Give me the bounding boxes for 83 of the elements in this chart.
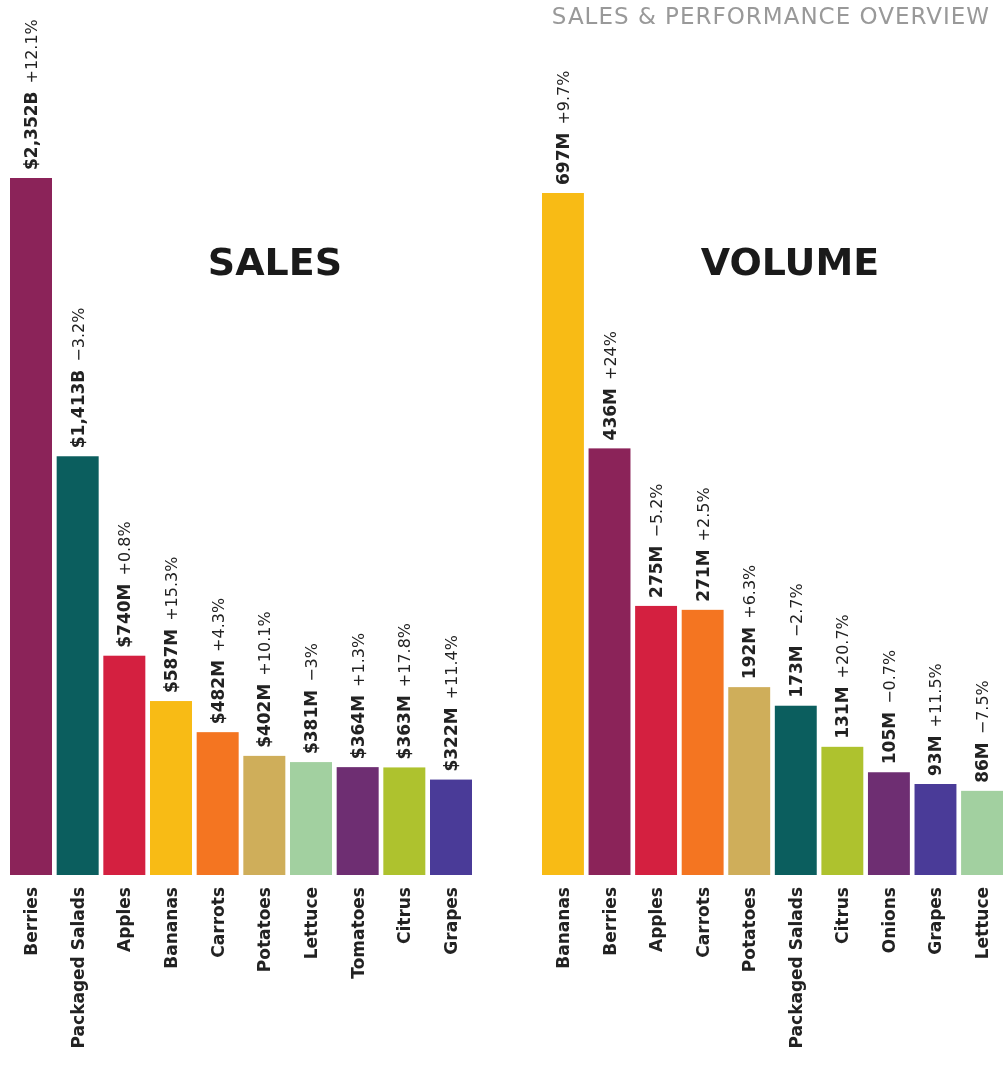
data-label: $322M	[441, 707, 461, 772]
x-tick-label: Tomatoes	[347, 887, 368, 979]
annotation: +0.8%	[115, 521, 135, 576]
bar	[867, 772, 910, 875]
bar	[290, 762, 332, 875]
data-label: 105M	[878, 711, 899, 765]
bar	[103, 655, 146, 875]
bar	[681, 609, 724, 875]
x-tick-label: Bananas	[161, 887, 181, 969]
x-tick-label: Citrus	[832, 887, 853, 945]
data-label: 697M	[552, 132, 573, 185]
data-label: 173M	[785, 645, 806, 698]
annotation: −3%	[302, 643, 321, 682]
annotation: +15.3%	[162, 556, 181, 621]
bar	[728, 687, 771, 875]
x-tick-label: Apples	[114, 887, 135, 952]
annotation: +1.3%	[348, 632, 368, 687]
x-tick-label: Packaged Salads	[67, 887, 88, 1049]
x-tick-label: Lettuce	[301, 887, 321, 960]
x-tick-label: Packaged Salads	[785, 887, 806, 1049]
bar	[383, 767, 426, 875]
bar	[10, 178, 52, 875]
annotation: −5.2%	[647, 483, 667, 538]
annotation: −3.2%	[68, 307, 88, 362]
data-label: $587M	[161, 628, 181, 694]
annotation: +2.5%	[693, 487, 713, 542]
data-label: 86M	[972, 742, 993, 783]
data-label: 131M	[832, 686, 853, 739]
annotation: −7.5%	[973, 680, 993, 735]
bar	[430, 779, 472, 875]
bar	[588, 448, 631, 875]
x-tick-label: Carrots	[207, 887, 228, 958]
data-label: 275M	[646, 545, 667, 598]
data-label: 192M	[739, 626, 760, 680]
x-tick-label: Apples	[646, 887, 667, 952]
annotation: +17.8%	[395, 622, 415, 688]
data-label: 436M	[599, 387, 620, 441]
data-label: $381M	[301, 689, 321, 755]
annotation: +4.3%	[208, 597, 228, 652]
data-label: $364M	[347, 694, 368, 760]
x-tick-label: Carrots	[692, 887, 713, 958]
x-tick-label: Berries	[21, 887, 41, 956]
bar	[336, 767, 379, 875]
data-label: 93M	[925, 735, 946, 776]
x-tick-label: Grapes	[441, 887, 461, 955]
bar	[635, 605, 678, 875]
x-tick-label: Potatoes	[739, 887, 760, 973]
bar	[961, 790, 1003, 875]
data-label: 271M	[692, 549, 713, 602]
data-label: $1,413B	[67, 369, 88, 449]
bar	[150, 701, 192, 875]
text: SALES & PERFORMANCE OVERVIEW	[551, 3, 990, 29]
text: +12.1%	[22, 19, 41, 84]
bar	[56, 456, 99, 875]
data-label: $740M	[114, 583, 135, 648]
x-tick-label: Grapes	[925, 887, 946, 955]
text: +9.7%	[553, 70, 573, 125]
x-tick-label: Bananas	[552, 887, 573, 969]
annotation: +6.3%	[740, 564, 760, 619]
bar	[542, 193, 584, 875]
annotation: −2.7%	[786, 583, 806, 638]
x-tick-label: Berries	[599, 887, 620, 956]
annotation: +20.7%	[833, 614, 853, 679]
data-label: $402M	[254, 683, 275, 748]
x-tick-label: Onions	[878, 887, 899, 954]
bar	[243, 755, 286, 875]
text: SALES	[207, 240, 343, 284]
text: VOLUME	[700, 240, 880, 284]
bar	[196, 732, 239, 875]
annotation: +11.4%	[442, 635, 461, 700]
x-tick-label: Lettuce	[972, 887, 993, 960]
bar	[821, 746, 864, 875]
annotation: −0.7%	[879, 649, 899, 704]
x-tick-label: Potatoes	[254, 887, 275, 973]
bar	[774, 705, 817, 875]
x-tick-label: Citrus	[394, 887, 415, 945]
annotation: +10.1%	[255, 611, 275, 676]
data-label: $363M	[394, 695, 415, 760]
data-label: $482M	[207, 659, 228, 725]
bar	[914, 784, 957, 875]
annotation: +11.5%	[926, 663, 946, 728]
annotation: +24%	[600, 331, 620, 380]
data-label: $2,352B	[21, 91, 41, 170]
